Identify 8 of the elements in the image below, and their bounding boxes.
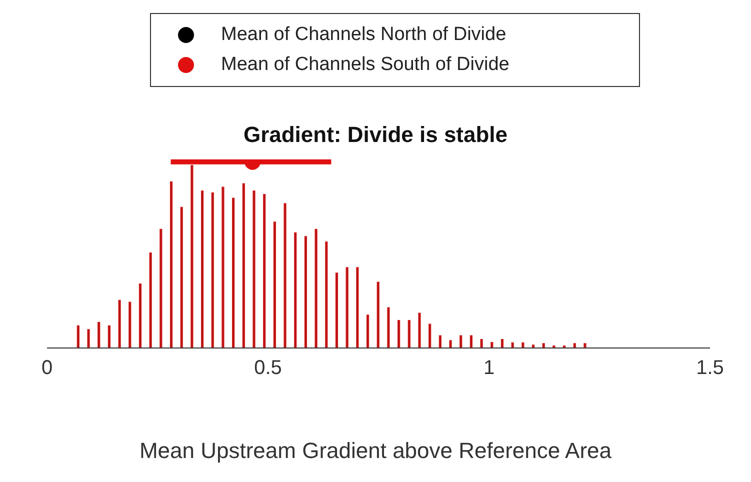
x-axis-title: Mean Upstream Gradient above Reference Area [138,438,613,464]
x-tick-label: 0.5 [254,357,282,380]
legend-label: Mean of Channels North of Divide [221,24,506,46]
legend-label: Mean of Channels South of Divide [221,54,510,76]
x-tick-label: 1 [483,357,495,380]
x-tick-label: 1.5 [696,357,724,380]
chart-title: Gradient: Divide is stable [242,122,509,148]
x-tick-label: 0 [41,357,53,380]
